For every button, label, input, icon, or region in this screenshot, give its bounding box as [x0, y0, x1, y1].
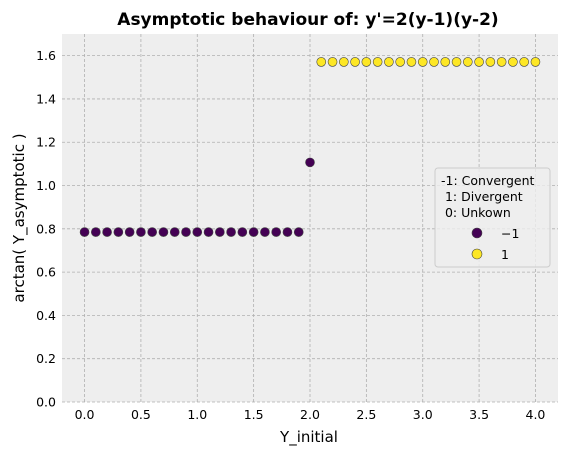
x-axis-label: Y_initial: [279, 428, 338, 447]
legend-marker-divergent: [471, 248, 483, 260]
data-point: [339, 57, 349, 67]
data-point: [508, 57, 518, 67]
data-point: [226, 227, 236, 237]
data-point: [91, 227, 101, 237]
data-point: [124, 227, 135, 237]
x-tick-label: 3.0: [413, 407, 433, 422]
x-tick-label: 0.0: [75, 407, 95, 422]
data-point: [519, 57, 529, 67]
legend-label-divergent: 1: [501, 247, 509, 262]
data-point: [496, 57, 507, 67]
y-tick-label: 1.4: [36, 91, 56, 106]
data-point: [136, 227, 146, 237]
y-tick-label: 0.8: [36, 221, 56, 236]
data-point: [305, 157, 315, 168]
x-tick-label: 1.5: [244, 407, 264, 422]
legend-title-line-2: 1: Divergent: [441, 189, 523, 204]
y-tick-label: 0.0: [36, 395, 56, 410]
data-point: [417, 57, 428, 67]
y-tick-label: 0.2: [36, 351, 56, 366]
data-point: [293, 227, 304, 237]
y-tick-label: 0.6: [36, 265, 56, 280]
data-point: [406, 57, 417, 67]
data-point: [361, 57, 372, 67]
data-point: [113, 227, 124, 237]
data-point: [327, 57, 338, 67]
y-axis-ticks: 0.0 0.2 0.4 0.6 0.8 1.0 1.2 1.4 1.6: [36, 48, 56, 409]
data-point: [147, 227, 157, 237]
data-point: [248, 227, 259, 237]
data-point: [316, 57, 327, 67]
legend: -1: Convergent 1: Divergent 0: Unkown −1…: [434, 167, 551, 268]
legend-label-convergent: −1: [501, 226, 519, 241]
y-tick-label: 1.2: [36, 135, 56, 150]
data-point: [158, 227, 169, 237]
legend-title-line-3: 0: Unkown: [441, 205, 511, 220]
data-point: [530, 57, 541, 67]
legend-marker-convergent: [471, 227, 483, 239]
x-tick-label: 2.5: [356, 407, 376, 422]
data-point: [169, 227, 180, 237]
x-tick-label: 3.5: [469, 407, 489, 422]
data-point: [282, 227, 293, 237]
data-point: [384, 57, 394, 67]
data-point: [79, 227, 90, 237]
y-axis-label: arctan( Y_asymptotic ): [10, 133, 29, 302]
data-points: [79, 57, 541, 237]
legend-box: [434, 167, 551, 268]
x-tick-label: 0.5: [131, 407, 151, 422]
chart-title: Asymptotic behaviour of: y'=2(y-1)(y-2): [117, 10, 498, 30]
data-point: [350, 57, 360, 67]
x-axis-ticks: 0.0 0.5 1.0 1.5 2.0 2.5 3.0 3.5 4.0: [75, 407, 546, 422]
data-point: [440, 57, 451, 67]
data-point: [429, 57, 439, 67]
data-point: [181, 227, 191, 237]
grid: [62, 34, 558, 403]
data-point: [260, 227, 270, 237]
data-point: [372, 57, 383, 67]
data-point: [451, 57, 462, 67]
data-point: [237, 227, 248, 237]
y-tick-label: 0.4: [36, 308, 56, 323]
x-tick-label: 4.0: [526, 407, 546, 422]
data-point: [485, 57, 496, 67]
data-point: [203, 227, 214, 237]
legend-title-line-1: -1: Convergent: [441, 173, 535, 188]
data-point: [271, 227, 281, 237]
x-tick-label: 2.0: [300, 407, 320, 422]
x-tick-label: 1.0: [187, 407, 207, 422]
y-tick-label: 1.0: [36, 178, 56, 193]
data-point: [463, 57, 473, 67]
data-point: [395, 57, 405, 67]
data-point: [215, 227, 225, 237]
y-tick-label: 1.6: [36, 48, 56, 63]
data-point: [474, 57, 484, 67]
data-point: [192, 227, 203, 237]
data-point: [102, 227, 112, 237]
